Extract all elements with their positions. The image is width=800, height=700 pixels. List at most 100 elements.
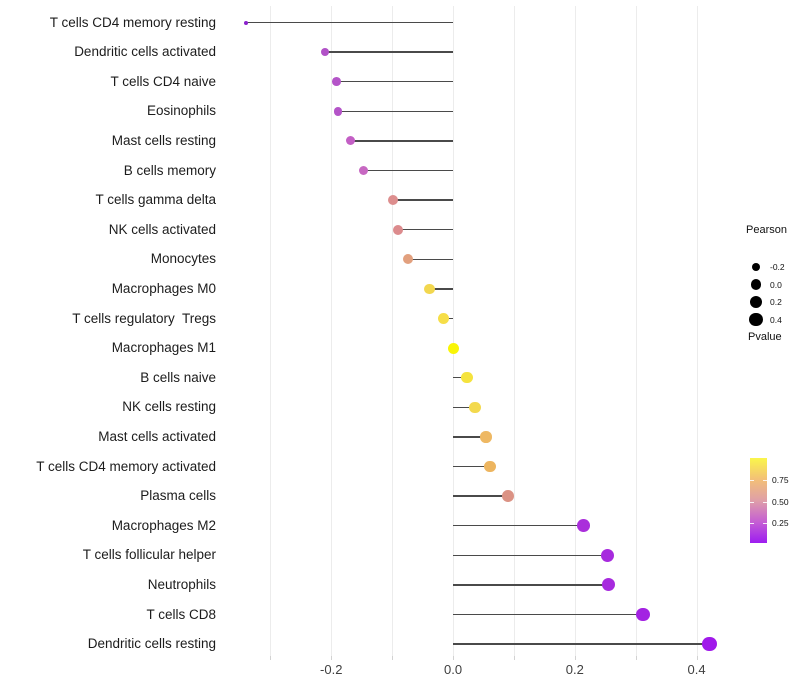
x-tick-mark (574, 656, 576, 660)
lollipop-stem (453, 643, 710, 645)
x-tick-label: -0.2 (320, 662, 343, 677)
lollipop-stem (453, 495, 508, 497)
size-legend-items: -0.2 0.0 0.2 0.4 (744, 240, 800, 330)
lollipop-stem (453, 436, 486, 438)
lollipop-dot (388, 195, 399, 206)
lollipop-dot (332, 77, 342, 87)
lollipop-dot (447, 342, 459, 354)
size-legend-dot (750, 279, 762, 290)
category-label: NK cells resting (122, 399, 216, 415)
lollipop-dot (320, 47, 330, 57)
lollipop-dot (702, 636, 717, 652)
size-legend-label: 0.4 (770, 314, 782, 325)
x-gridline (574, 6, 576, 656)
y-axis-labels: T cells CD4 memory resting Dendritic cell… (0, 0, 216, 700)
lollipop-dot (393, 224, 404, 235)
lollipop-stem (453, 406, 475, 409)
lollipop-dot (437, 313, 449, 324)
category-label: Dendritic cells resting (87, 636, 216, 652)
plot-panel (232, 6, 724, 656)
pvalue-tick-mark (763, 480, 767, 482)
x-gridline (513, 6, 515, 656)
pvalue-tick-mark (750, 522, 754, 524)
category-label: T cells CD4 memory activated (36, 458, 216, 474)
lollipop-dot (484, 460, 496, 473)
category-label: Mast cells activated (98, 428, 216, 444)
x-tick-mark (392, 656, 394, 660)
lollipop-stem (453, 613, 643, 616)
lollipop-dot (345, 136, 355, 146)
lollipop-dot (600, 548, 614, 562)
category-label: T cells follicular helper (82, 547, 216, 563)
x-tick-mark (513, 656, 515, 660)
lollipop-dot (636, 607, 650, 622)
size-legend-label: -0.2 (770, 262, 785, 272)
color-legend-body: 0.75 0.50 0.25 (744, 330, 800, 543)
pvalue-tick-mark (750, 501, 754, 503)
category-label: NK cells activated (108, 221, 216, 237)
lollipop-dot (469, 401, 481, 413)
x-tick-label: 0.0 (443, 662, 463, 677)
category-label: Monocytes (150, 251, 216, 267)
lollipop-stem (246, 21, 454, 24)
x-tick-label: 0.4 (687, 662, 706, 677)
lollipop-dot (501, 490, 514, 502)
category-label: T cells regulatory Tregs (72, 310, 216, 326)
lollipop-dot (480, 431, 492, 443)
lollipop-dot (423, 283, 435, 295)
lollipop-dot (402, 254, 414, 265)
lollipop-stem (407, 258, 454, 261)
category-label: Eosinophils (146, 103, 216, 119)
lollipop-stem (453, 465, 491, 468)
legend: Pearson -0.2 0.0 0.2 0.4 Pvalue 0.75 0.50 0.2… (744, 224, 800, 543)
size-legend-label: 0.0 (770, 279, 782, 290)
pvalue-tick-label: 0.25 (772, 517, 789, 528)
category-label: T cells CD4 naive (110, 73, 216, 89)
lollipop-dot (333, 106, 343, 116)
size-legend-dot (751, 262, 761, 272)
category-label: T cells gamma delta (95, 192, 216, 208)
lollipop-dot (358, 165, 369, 176)
lollipop-dot (601, 578, 615, 592)
x-tick-mark (331, 656, 333, 660)
pvalue-tick-mark (763, 501, 767, 503)
lollipop-stem (398, 228, 454, 231)
x-tick-mark (270, 656, 272, 660)
lollipop-stem (453, 376, 468, 379)
x-tick-label: 0.2 (565, 662, 584, 677)
x-gridline (696, 6, 698, 656)
x-gridline (635, 6, 637, 656)
category-label: B cells memory (123, 162, 216, 178)
size-legend-label: 0.2 (770, 297, 782, 308)
size-legend-title: Pearson (746, 224, 787, 236)
category-label: B cells naive (140, 369, 216, 385)
category-label: Neutrophils (147, 576, 216, 592)
lollipop-stem (453, 524, 584, 527)
lollipop-stem (453, 584, 609, 586)
x-tick-mark (453, 656, 455, 660)
x-gridline (453, 6, 455, 656)
lollipop-stem (350, 140, 454, 142)
lollipop-stem (337, 110, 454, 113)
color-legend: Pvalue 0.75 0.50 0.25 (744, 330, 800, 543)
lollipop-dot (461, 372, 473, 384)
x-tick-mark (635, 656, 637, 660)
category-label: Macrophages M0 (111, 280, 216, 296)
color-legend-title: Pvalue (748, 331, 782, 343)
x-tick-mark (696, 656, 698, 660)
category-label: Macrophages M2 (111, 517, 216, 533)
lollipop-dot (244, 20, 248, 25)
size-legend-dot (749, 313, 763, 327)
category-label: Mast cells resting (111, 132, 216, 148)
pvalue-tick-mark (763, 522, 767, 524)
lollipop-stem (393, 199, 454, 201)
x-gridline (331, 6, 333, 656)
category-label: Macrophages M1 (111, 340, 216, 356)
lollipop-stem (325, 51, 454, 53)
size-legend-dot (750, 296, 762, 309)
category-label: Dendritic cells activated (74, 44, 216, 60)
size-legend: Pearson -0.2 0.0 0.2 0.4 (744, 224, 800, 330)
lollipop-stem (429, 288, 454, 290)
pvalue-tick-label: 0.50 (772, 496, 789, 507)
